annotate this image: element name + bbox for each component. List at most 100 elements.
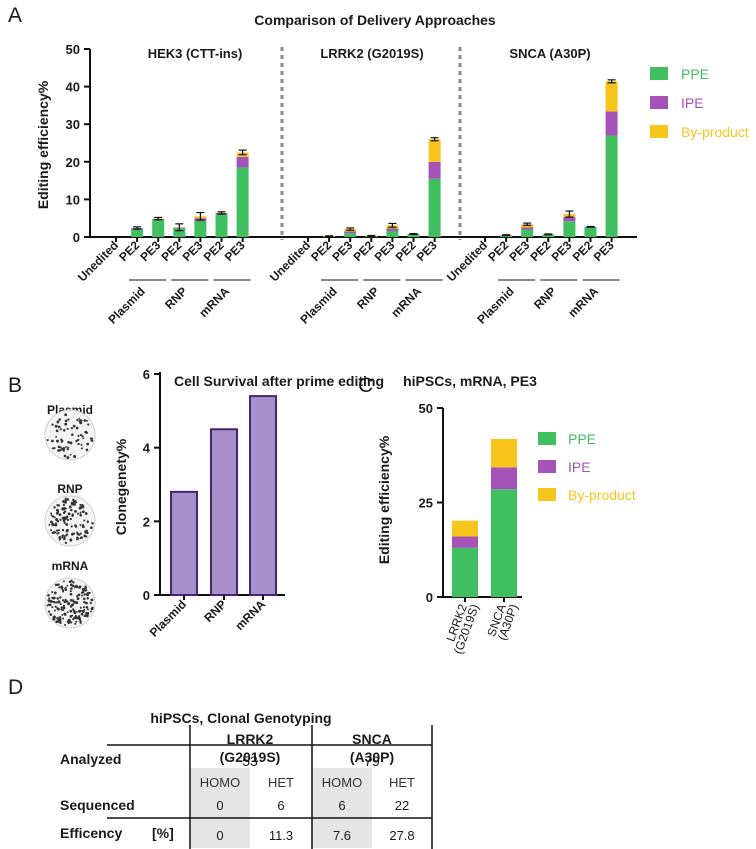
- bar-segment-by-product: [491, 438, 517, 468]
- colony-dot: [79, 513, 82, 516]
- colony-dot: [63, 537, 66, 541]
- colony-dot: [59, 618, 62, 621]
- colony-dot: [70, 525, 73, 528]
- colony-dot: [60, 440, 63, 443]
- colony-dot: [61, 516, 65, 520]
- colony-dot: [84, 530, 88, 534]
- colony-dot: [58, 616, 62, 620]
- colony-dot: [77, 434, 80, 438]
- colony-dot: [51, 596, 54, 599]
- colony-dot: [72, 498, 75, 502]
- bar-segment-ipe: [452, 536, 478, 548]
- colony-dot: [57, 445, 61, 449]
- bar-segment-by-product: [428, 139, 441, 162]
- colony-dot: [72, 618, 75, 621]
- bar-segment-ppe: [584, 227, 597, 237]
- x-tick-label: Plasmid: [147, 597, 189, 639]
- row-label-sequenced: Sequenced: [60, 797, 135, 813]
- colony-dot: [83, 419, 87, 422]
- colony-dot: [55, 512, 59, 515]
- colony-dot: [59, 622, 62, 625]
- colony-dot: [51, 591, 54, 594]
- colony-dot: [79, 511, 82, 514]
- colony-dot: [55, 435, 58, 438]
- bar-segment-ppe: [344, 233, 357, 237]
- x-tick-label: PE3: [414, 238, 440, 264]
- colony-dot: [63, 580, 65, 583]
- colony-dot: [56, 532, 59, 535]
- colony-dot: [84, 614, 88, 618]
- y-tick-label: 0: [143, 588, 150, 603]
- colony-dot: [74, 509, 77, 513]
- method-label: RNP: [162, 284, 190, 312]
- panel-letter: D: [8, 676, 23, 699]
- colony-dot: [81, 590, 85, 594]
- legend-swatch-ipe: [650, 96, 668, 109]
- bar-segment-ppe: [500, 235, 513, 237]
- colony-dot: [66, 584, 69, 587]
- group-title: LRRK2 (G2019S): [320, 46, 423, 61]
- colony-dot: [57, 529, 60, 532]
- colony-dot: [76, 595, 79, 598]
- colony-dot: [79, 620, 82, 623]
- colony-dot: [58, 586, 61, 589]
- colony-dot: [89, 591, 91, 594]
- y-tick-label: 2: [143, 514, 150, 529]
- x-tick-label: PE3: [591, 238, 617, 264]
- y-tick-label: 50: [419, 401, 433, 416]
- colony-dot: [63, 521, 66, 524]
- legend-label: IPE: [568, 459, 591, 475]
- method-label: RNP: [354, 284, 382, 312]
- colony-dot: [70, 587, 73, 590]
- colony-dot: [64, 422, 68, 426]
- legend-label: PPE: [568, 431, 596, 447]
- y-tick-label: 0: [426, 590, 433, 605]
- sequenced-value: 22: [395, 798, 409, 813]
- bar-segment-ipe: [605, 111, 618, 136]
- legend-swatch-by-product: [538, 488, 556, 501]
- colony-dot: [72, 581, 75, 584]
- colony-dot: [86, 597, 89, 600]
- legend-swatch-ppe: [650, 67, 668, 80]
- colony-dot: [53, 596, 56, 600]
- plate-label: RNP: [57, 482, 82, 496]
- x-tick-label: PE2: [308, 238, 334, 264]
- colony-dot: [76, 512, 79, 515]
- efficiency-value: 0: [216, 828, 223, 843]
- colony-dot: [59, 518, 62, 521]
- colony-dot: [63, 454, 67, 458]
- colony-dot: [69, 592, 73, 596]
- colony-dot: [56, 439, 59, 443]
- row-label-analyzed: Analyzed: [60, 751, 121, 767]
- bar-segment-ipe: [344, 231, 357, 234]
- colony-dot: [75, 439, 78, 443]
- colony-dot: [62, 519, 66, 522]
- bar-segment-ppe: [152, 219, 165, 237]
- colony-dot: [54, 601, 57, 604]
- colony-dot: [83, 593, 86, 596]
- colony-dot: [66, 498, 70, 501]
- colony-dot: [74, 524, 77, 527]
- y-axis-label: Clonegenety%: [113, 438, 129, 535]
- colony-dot: [76, 597, 80, 601]
- colony-dot: [50, 529, 53, 532]
- colony-dot: [54, 583, 58, 587]
- colony-dot: [77, 438, 80, 442]
- colony-dot: [58, 448, 62, 452]
- colony-dot: [86, 442, 90, 446]
- colony-dot: [86, 594, 89, 597]
- x-tick-label: Unedited: [75, 238, 121, 284]
- colony-dot: [90, 439, 93, 442]
- colony-dot: [54, 522, 57, 525]
- colony-dot: [54, 605, 57, 608]
- colony-dot: [55, 620, 59, 624]
- analyzed-value: 79: [364, 753, 380, 769]
- colony-dot: [51, 423, 54, 426]
- colony-dot: [62, 529, 65, 532]
- colony-dot: [84, 512, 88, 515]
- colony-dot: [86, 608, 89, 611]
- colony-dot: [47, 603, 50, 606]
- colony-dot: [81, 435, 84, 438]
- colony-dot: [48, 597, 51, 600]
- bar-segment-ppe: [386, 230, 399, 237]
